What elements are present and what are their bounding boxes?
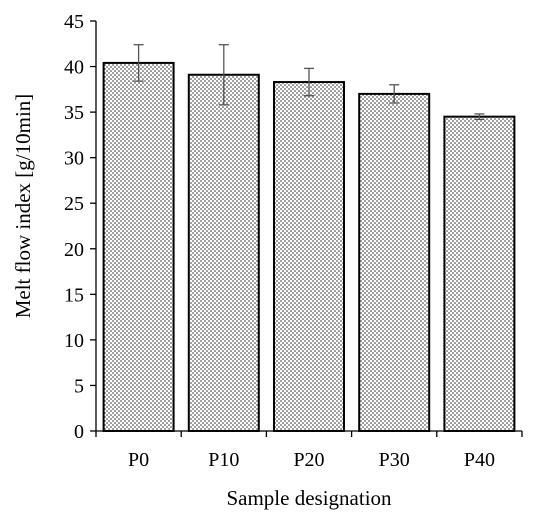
bar-p40 xyxy=(443,115,516,433)
y-tick-label-25: 25 xyxy=(64,193,84,215)
x-tick-label-p40: P40 xyxy=(464,449,495,471)
bar-p20 xyxy=(273,81,345,433)
y-tick-label-0: 0 xyxy=(74,421,84,443)
axes-layer xyxy=(90,20,523,437)
tick-labels-layer: 0 5 10 15 20 25 30 35 40 45 P0 P10 P20 P30 P40 xyxy=(64,11,495,471)
bar-p0 xyxy=(102,61,175,433)
x-tick-label-p0: P0 xyxy=(128,449,149,471)
y-tick-label-10: 10 xyxy=(64,330,84,352)
y-axis-title: Melt flow index [g/10min] xyxy=(11,94,35,319)
bars-layer xyxy=(102,61,516,433)
bar-p10 xyxy=(187,73,260,432)
error-bars-layer xyxy=(133,44,485,121)
x-axis-title: Sample designation xyxy=(226,486,392,510)
y-tick-label-15: 15 xyxy=(64,284,84,306)
y-tick-label-40: 40 xyxy=(64,57,84,79)
y-tick-label-45: 45 xyxy=(64,11,84,33)
x-tick-label-p20: P20 xyxy=(293,449,324,471)
y-tick-label-35: 35 xyxy=(64,102,84,124)
x-tick-label-p10: P10 xyxy=(208,449,239,471)
bar-p30 xyxy=(358,92,431,432)
y-tick-label-30: 30 xyxy=(64,148,84,170)
y-tick-label-20: 20 xyxy=(64,239,84,261)
y-tick-label-5: 5 xyxy=(74,375,84,397)
x-tick-label-p30: P30 xyxy=(379,449,410,471)
